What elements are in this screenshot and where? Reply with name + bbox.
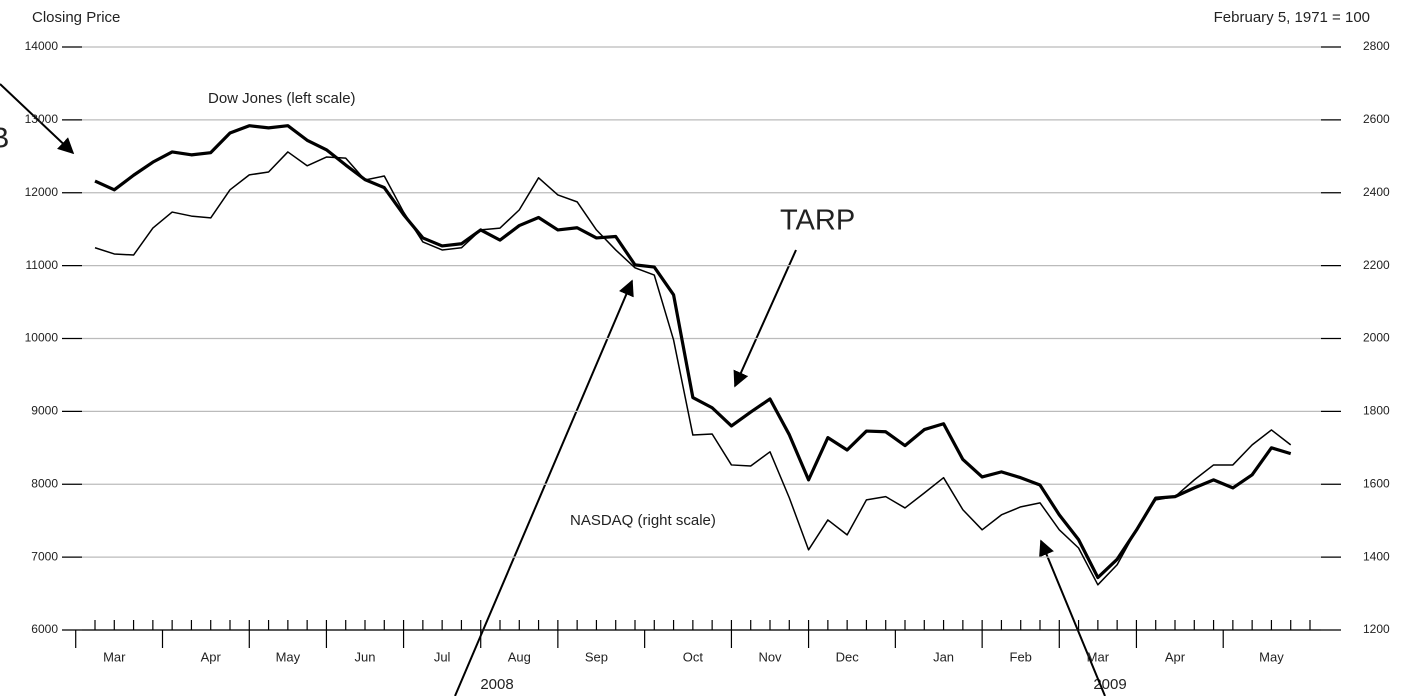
x-tick-label: May xyxy=(1259,649,1284,664)
x-tick-label: Sep xyxy=(585,649,608,664)
y2-tick-label: 1600 xyxy=(1363,476,1390,490)
y-tick-label: 12000 xyxy=(25,185,59,199)
chart-subtitle: February 5, 1971 = 100 xyxy=(1214,9,1370,26)
arrow xyxy=(1039,539,1106,696)
x-tick-label: Feb xyxy=(1010,649,1032,664)
y-tick-label: 13000 xyxy=(25,112,59,126)
chart-title: Closing Price xyxy=(32,9,120,26)
y-tick-label: 6000 xyxy=(31,622,58,636)
annotation: B xyxy=(0,123,9,155)
y2-tick-label: 1200 xyxy=(1363,622,1390,636)
y2-tick-label: 1400 xyxy=(1363,549,1390,563)
year-label: 2008 xyxy=(480,676,513,693)
x-tick-label: Apr xyxy=(1165,649,1186,664)
x-tick-label: Aug xyxy=(508,649,531,664)
y-tick-label: 14000 xyxy=(25,39,59,53)
arrow xyxy=(0,83,75,155)
x-tick-label: Dec xyxy=(836,649,860,664)
y-tick-label: 10000 xyxy=(25,331,59,345)
series-line xyxy=(94,124,1292,580)
y2-tick-label: 2200 xyxy=(1363,258,1390,272)
y-tick-label: 11000 xyxy=(26,258,59,272)
y2-tick-label: 2800 xyxy=(1363,39,1390,53)
arrow xyxy=(733,249,797,388)
series-label: Dow Jones (left scale) xyxy=(208,90,356,107)
x-tick-label: Apr xyxy=(201,649,222,664)
x-tick-label: Oct xyxy=(683,649,704,664)
y2-tick-label: 2400 xyxy=(1363,185,1390,199)
y-tick-label: 7000 xyxy=(31,549,58,563)
annotation: TARP xyxy=(780,205,855,237)
y2-tick-label: 1800 xyxy=(1363,404,1390,418)
x-tick-label: Jan xyxy=(933,649,954,664)
x-tick-label: Nov xyxy=(758,649,782,664)
y2-tick-label: 2000 xyxy=(1363,331,1390,345)
x-tick-label: May xyxy=(276,649,301,664)
y2-tick-label: 2600 xyxy=(1363,112,1390,126)
x-tick-label: Mar xyxy=(103,649,126,664)
x-tick-label: Jun xyxy=(355,649,376,664)
series-label: NASDAQ (right scale) xyxy=(570,512,716,529)
y-tick-label: 8000 xyxy=(31,476,58,490)
x-tick-label: Mar xyxy=(1087,649,1110,664)
x-tick-label: Jul xyxy=(434,649,451,664)
arrow xyxy=(454,279,634,696)
y-tick-label: 9000 xyxy=(31,404,58,418)
series-line xyxy=(94,151,1292,586)
